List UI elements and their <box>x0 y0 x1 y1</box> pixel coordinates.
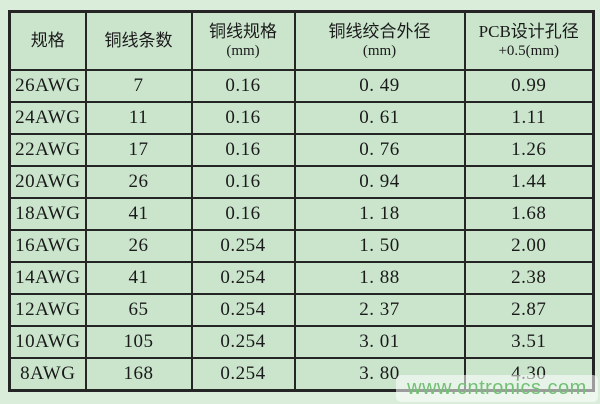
site-watermark: www.cntronics.com <box>396 375 598 402</box>
table-row: 20AWG 26 0.16 0. 94 1.44 <box>8 165 595 199</box>
table-row: 12AWG 65 0.254 2. 37 2.87 <box>8 293 595 327</box>
column-header-strand-count: 铜线条数 <box>84 10 193 71</box>
table-cell: 3.51 <box>463 325 595 359</box>
table-cell: 0. 76 <box>293 133 466 167</box>
table-cell: 26AWG <box>8 69 87 103</box>
table-cell: 1. 88 <box>293 261 466 295</box>
table-row: 24AWG 11 0.16 0. 61 1.11 <box>8 101 595 135</box>
column-unit: (mm) <box>362 43 397 60</box>
table-cell: 0.254 <box>190 325 296 359</box>
column-header-pcb-hole: PCB设计孔径 +0.5(mm) <box>463 10 595 71</box>
table-cell: 0.16 <box>190 69 296 103</box>
table-cell: 41 <box>84 197 193 231</box>
table-cell: 11 <box>84 101 193 135</box>
table-cell: 26 <box>84 165 193 199</box>
wire-spec-table: 规格 铜线条数 铜线规格 (mm) 铜线绞合外径 (mm) PCB设计孔径 +0… <box>8 10 595 392</box>
table-cell: 2. 37 <box>293 293 466 327</box>
table-cell: 17 <box>84 133 193 167</box>
column-title: 铜线绞合外径 <box>328 22 431 41</box>
column-header-stranded-od: 铜线绞合外径 (mm) <box>293 10 466 71</box>
table-cell: 0.16 <box>190 197 296 231</box>
table-cell: 0.16 <box>190 133 296 167</box>
table-cell: 2.38 <box>463 261 595 295</box>
table-cell: 1.44 <box>463 165 595 199</box>
table-cell: 22AWG <box>8 133 87 167</box>
table-cell: 12AWG <box>8 293 87 327</box>
column-unit: +0.5(mm) <box>498 43 560 60</box>
table-cell: 1. 18 <box>293 197 466 231</box>
table-cell: 0.254 <box>190 261 296 295</box>
table-row: 22AWG 17 0.16 0. 76 1.26 <box>8 133 595 167</box>
table-cell: 2.87 <box>463 293 595 327</box>
column-title: 规格 <box>30 31 65 51</box>
table-row: 10AWG 105 0.254 3. 01 3.51 <box>8 325 595 359</box>
table-cell: 16AWG <box>8 229 87 263</box>
table-cell: 26 <box>84 229 193 263</box>
table-cell: 10AWG <box>8 325 87 359</box>
table-cell: 1.68 <box>463 197 595 231</box>
table-row: 14AWG 41 0.254 1. 88 2.38 <box>8 261 595 295</box>
column-header-spec: 规格 <box>8 10 87 71</box>
table-cell: 65 <box>84 293 193 327</box>
table-cell: 0.254 <box>190 357 296 392</box>
table-cell: 0. 94 <box>293 165 466 199</box>
table-cell: 0. 61 <box>293 101 466 135</box>
table-cell: 0. 49 <box>293 69 466 103</box>
table-row: 26AWG 7 0.16 0. 49 0.99 <box>8 69 595 103</box>
table-cell: 20AWG <box>8 165 87 199</box>
table-cell: 0.99 <box>463 69 595 103</box>
table-cell: 41 <box>84 261 193 295</box>
table-cell: 1. 50 <box>293 229 466 263</box>
table-cell: 7 <box>84 69 193 103</box>
header-row: 规格 铜线条数 铜线规格 (mm) 铜线绞合外径 (mm) PCB设计孔径 +0… <box>8 10 595 71</box>
table-cell: 105 <box>84 325 193 359</box>
table-cell: 1.11 <box>463 101 595 135</box>
table-cell: 0.254 <box>190 229 296 263</box>
column-unit: (mm) <box>226 43 260 60</box>
table-row: 16AWG 26 0.254 1. 50 2.00 <box>8 229 595 263</box>
table-cell: 14AWG <box>8 261 87 295</box>
column-title: 铜线规格 <box>209 22 277 41</box>
table-cell: 1.26 <box>463 133 595 167</box>
table-cell: 2.00 <box>463 229 595 263</box>
table-row: 18AWG 41 0.16 1. 18 1.68 <box>8 197 595 231</box>
table-cell: 3. 80 <box>293 357 466 392</box>
table-cell: 0.16 <box>190 101 296 135</box>
table-cell: 0.254 <box>190 293 296 327</box>
table-cell: 18AWG <box>8 197 87 231</box>
column-title: 铜线条数 <box>104 31 173 51</box>
table-cell: 8AWG <box>8 357 87 392</box>
table-header: 规格 铜线条数 铜线规格 (mm) 铜线绞合外径 (mm) PCB设计孔径 +0… <box>8 10 595 71</box>
table-cell: 0.16 <box>190 165 296 199</box>
table-cell: 3. 01 <box>293 325 466 359</box>
table-cell: 24AWG <box>8 101 87 135</box>
table-cell: 168 <box>84 357 193 392</box>
table-body: 26AWG 7 0.16 0. 49 0.99 24AWG 11 0.16 0.… <box>8 69 595 392</box>
column-header-wire-gauge: 铜线规格 (mm) <box>190 10 296 71</box>
column-title: PCB设计孔径 <box>478 22 579 41</box>
